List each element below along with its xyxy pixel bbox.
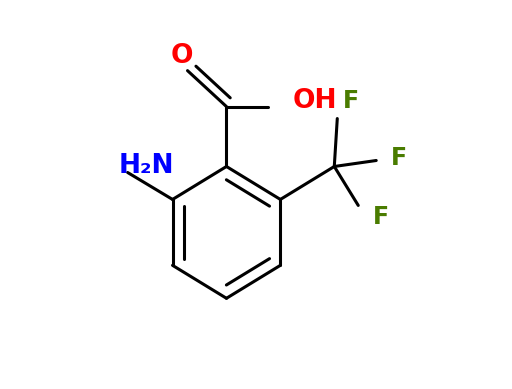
Text: OH: OH xyxy=(292,88,337,114)
Text: H₂N: H₂N xyxy=(119,154,174,179)
Text: F: F xyxy=(373,205,389,230)
Text: O: O xyxy=(170,43,193,69)
Text: F: F xyxy=(391,145,408,170)
Text: F: F xyxy=(343,89,359,112)
